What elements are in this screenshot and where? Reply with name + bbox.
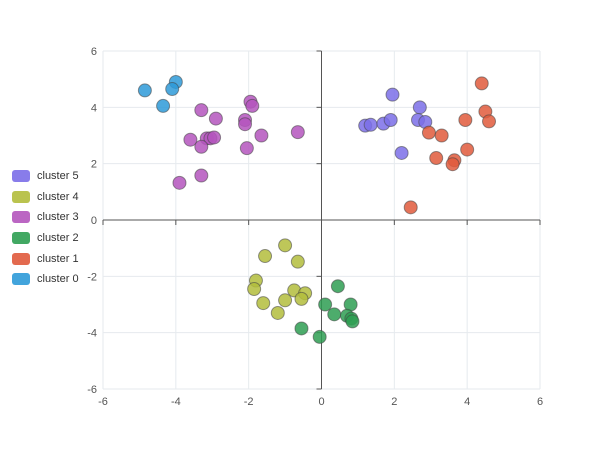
data-point bbox=[208, 111, 223, 126]
legend-label: cluster 3 bbox=[37, 211, 79, 224]
x-tick-label: -2 bbox=[244, 396, 254, 408]
data-point bbox=[270, 305, 285, 320]
data-point bbox=[327, 307, 342, 322]
data-point bbox=[294, 321, 309, 336]
data-point bbox=[460, 142, 475, 157]
legend: cluster 5 cluster 4 cluster 3 cluster 2 clus… bbox=[12, 166, 79, 290]
data-point bbox=[194, 168, 209, 183]
data-point bbox=[254, 128, 269, 143]
data-point bbox=[256, 296, 271, 311]
legend-label: cluster 1 bbox=[37, 252, 79, 265]
data-point bbox=[385, 87, 400, 102]
data-point bbox=[294, 291, 309, 306]
x-tick-label: 6 bbox=[537, 396, 543, 408]
data-point bbox=[245, 98, 260, 113]
legend-swatch bbox=[12, 190, 30, 203]
data-point bbox=[445, 157, 460, 172]
y-tick-label: 4 bbox=[91, 102, 97, 114]
data-point bbox=[412, 100, 427, 115]
data-point bbox=[403, 200, 418, 215]
legend-item[interactable]: cluster 2 bbox=[12, 228, 79, 249]
data-point bbox=[312, 329, 327, 344]
legend-item[interactable]: cluster 1 bbox=[12, 248, 79, 269]
legend-label: cluster 2 bbox=[37, 232, 79, 245]
data-point bbox=[482, 114, 497, 129]
data-point bbox=[207, 130, 222, 145]
data-point bbox=[278, 293, 293, 308]
y-tick-label: 2 bbox=[91, 159, 97, 171]
data-point bbox=[156, 98, 171, 113]
data-point bbox=[165, 82, 180, 97]
x-tick-label: 4 bbox=[464, 396, 470, 408]
data-point bbox=[330, 279, 345, 294]
legend-item[interactable]: cluster 3 bbox=[12, 207, 79, 228]
data-point bbox=[239, 141, 254, 156]
data-point bbox=[194, 103, 209, 118]
data-point bbox=[238, 117, 253, 132]
y-tick-label: -6 bbox=[87, 384, 97, 396]
data-point bbox=[318, 297, 333, 312]
legend-swatch bbox=[12, 232, 30, 245]
data-point bbox=[290, 125, 305, 140]
y-tick-label: 6 bbox=[91, 46, 97, 58]
data-point bbox=[429, 151, 444, 166]
data-point bbox=[363, 117, 378, 132]
tick-labels: -6 -4 -2 0 2 4 6 -6 -4 -2 0 2 4 6 bbox=[87, 46, 543, 408]
y-tick-label: -2 bbox=[87, 271, 97, 283]
data-point bbox=[247, 282, 262, 297]
data-point bbox=[183, 132, 198, 147]
legend-swatch bbox=[12, 211, 30, 224]
data-point bbox=[137, 83, 152, 98]
legend-swatch bbox=[12, 170, 30, 183]
legend-label: cluster 5 bbox=[37, 170, 79, 183]
data-point bbox=[278, 238, 293, 253]
legend-item[interactable]: cluster 4 bbox=[12, 187, 79, 208]
x-tick-label: 0 bbox=[318, 396, 324, 408]
data-point bbox=[172, 175, 187, 190]
y-tick-label: 0 bbox=[91, 215, 97, 227]
x-tick-label: 2 bbox=[391, 396, 397, 408]
data-point bbox=[394, 145, 409, 160]
data-point bbox=[434, 128, 449, 143]
x-tick-label: -4 bbox=[171, 396, 181, 408]
legend-swatch bbox=[12, 252, 30, 265]
data-points bbox=[137, 74, 497, 344]
data-point bbox=[474, 76, 489, 91]
legend-item[interactable]: cluster 5 bbox=[12, 166, 79, 187]
data-point bbox=[345, 314, 360, 329]
data-point bbox=[194, 139, 209, 154]
data-point bbox=[258, 249, 273, 264]
legend-item[interactable]: cluster 0 bbox=[12, 269, 79, 290]
y-tick-label: -4 bbox=[87, 328, 97, 340]
data-point bbox=[383, 113, 398, 128]
data-point bbox=[290, 254, 305, 269]
legend-label: cluster 4 bbox=[37, 190, 79, 203]
legend-swatch bbox=[12, 273, 30, 286]
data-point bbox=[421, 125, 436, 140]
data-point bbox=[458, 113, 473, 128]
legend-label: cluster 0 bbox=[37, 273, 79, 286]
x-tick-label: -6 bbox=[98, 396, 108, 408]
